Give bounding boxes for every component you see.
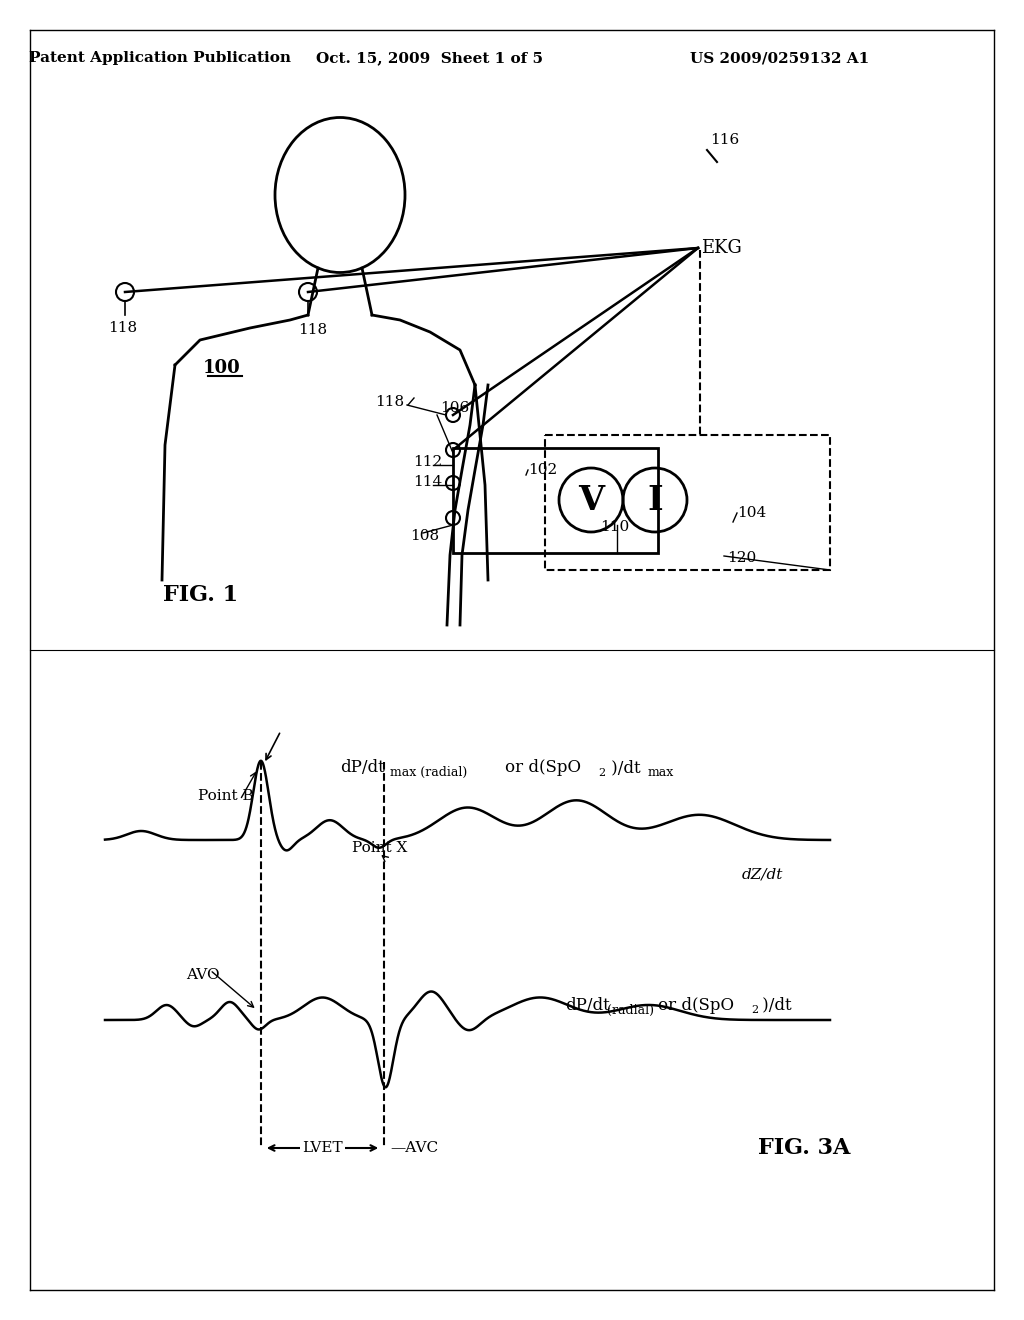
Text: )/dt: )/dt xyxy=(757,997,792,1014)
Text: dP/dt: dP/dt xyxy=(340,759,385,776)
Text: dP/dt: dP/dt xyxy=(565,997,609,1014)
Text: 100: 100 xyxy=(203,359,241,378)
Text: 116: 116 xyxy=(710,133,739,147)
Text: 108: 108 xyxy=(410,529,439,543)
Text: 112: 112 xyxy=(413,455,442,469)
Text: EKG: EKG xyxy=(701,239,741,257)
Bar xyxy=(545,436,830,570)
Text: FIG. 3A: FIG. 3A xyxy=(758,1137,850,1159)
Text: US 2009/0259132 A1: US 2009/0259132 A1 xyxy=(690,51,869,65)
Text: 102: 102 xyxy=(528,463,557,477)
Text: 110: 110 xyxy=(600,520,630,535)
Text: I: I xyxy=(647,483,663,516)
Text: 106: 106 xyxy=(440,401,469,414)
Text: (radial): (radial) xyxy=(607,1003,654,1016)
Text: Patent Application Publication: Patent Application Publication xyxy=(29,51,291,65)
Text: —AVC: —AVC xyxy=(390,1140,438,1155)
Text: LVET: LVET xyxy=(302,1140,343,1155)
Text: max: max xyxy=(648,766,674,779)
Text: dZ/dt: dZ/dt xyxy=(742,869,783,882)
Text: 118: 118 xyxy=(375,395,404,409)
Text: 104: 104 xyxy=(737,506,766,520)
Text: Oct. 15, 2009  Sheet 1 of 5: Oct. 15, 2009 Sheet 1 of 5 xyxy=(316,51,544,65)
Text: 118: 118 xyxy=(108,321,137,335)
Text: or d(SpO: or d(SpO xyxy=(658,997,734,1014)
Text: )/dt: )/dt xyxy=(606,759,641,776)
Text: Point X: Point X xyxy=(352,841,408,855)
Text: FIG. 1: FIG. 1 xyxy=(163,583,239,606)
Text: V: V xyxy=(578,483,604,516)
Text: AVO: AVO xyxy=(186,968,219,982)
Text: 114: 114 xyxy=(413,475,442,488)
Text: 118: 118 xyxy=(298,323,327,337)
Text: 2: 2 xyxy=(598,768,605,777)
Text: 2: 2 xyxy=(751,1005,758,1015)
Bar xyxy=(453,447,658,553)
Text: 120: 120 xyxy=(727,550,757,565)
Text: max (radial): max (radial) xyxy=(390,766,467,779)
Text: Point B: Point B xyxy=(198,789,254,803)
Text: or d(SpO: or d(SpO xyxy=(505,759,581,776)
